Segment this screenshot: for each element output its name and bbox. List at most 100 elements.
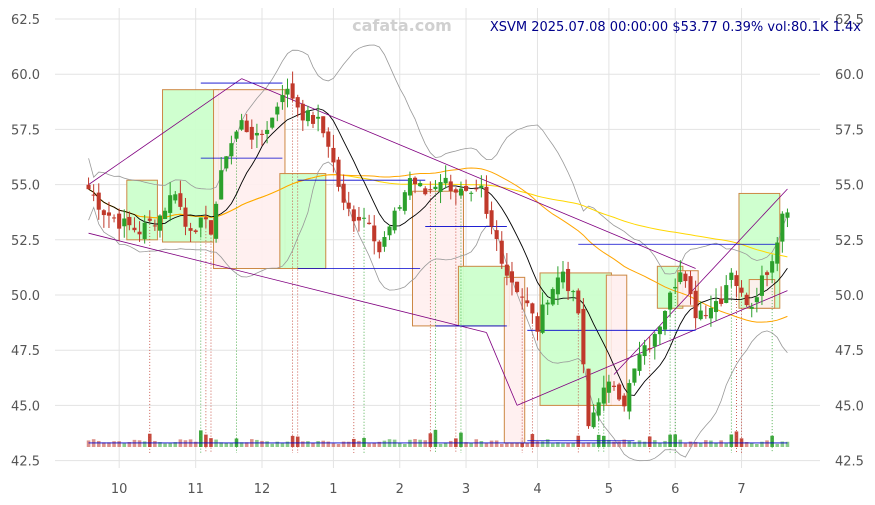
bollinger-lower: [88, 161, 788, 462]
candle-down: [617, 384, 622, 400]
volume-bar: [525, 442, 530, 447]
candle-down: [101, 210, 106, 216]
volume-bar: [96, 440, 101, 447]
volume-bar: [602, 435, 606, 447]
y-tick-label-right: 47.5: [835, 344, 864, 359]
volume-bar: [586, 442, 591, 447]
y-tick-label-left: 62.5: [11, 13, 40, 28]
candle-up: [224, 156, 229, 169]
volume-bar: [704, 440, 708, 447]
y-tick-label-right: 42.5: [835, 455, 864, 470]
candle-up: [382, 237, 387, 247]
candle-up: [229, 143, 234, 157]
volume-bar: [571, 443, 575, 447]
candle-down: [474, 188, 479, 190]
candle-down: [295, 97, 300, 108]
watermark: cafata.com: [352, 16, 452, 35]
volume-bar: [647, 436, 652, 447]
candle-down: [137, 231, 142, 235]
candle-up: [606, 381, 611, 393]
candle-up: [270, 117, 275, 128]
candle-down: [581, 308, 586, 365]
volume-bar: [418, 439, 422, 447]
candle-down: [106, 212, 111, 216]
volume-bar: [433, 429, 438, 447]
candle-down: [91, 194, 96, 196]
candle-down: [132, 227, 137, 231]
bollinger-bands: [88, 44, 788, 462]
y-tick-label-right: 60.0: [835, 68, 864, 83]
x-tick-label: 6: [671, 482, 679, 497]
volume-bar: [346, 441, 351, 447]
volume-bar: [591, 443, 596, 447]
volume-bar: [632, 442, 637, 447]
candle-up: [637, 354, 642, 371]
down-box: [677, 270, 699, 307]
candle-up: [122, 218, 127, 227]
volume-bar: [535, 441, 540, 447]
volume-bar: [341, 441, 346, 447]
volume-bar: [306, 441, 310, 447]
y-tick-label-right: 57.5: [835, 123, 864, 138]
candle-down: [249, 126, 254, 140]
moving-average-mid: [88, 167, 788, 323]
candle-down: [586, 368, 591, 427]
candle-up: [173, 194, 178, 201]
volume-bar: [566, 443, 570, 447]
volume-bar: [556, 442, 560, 447]
down-box: [503, 276, 526, 444]
trend-line: [88, 232, 487, 333]
volume-bar: [612, 441, 616, 447]
volume-bar: [627, 440, 632, 447]
candle-up: [550, 289, 555, 305]
volume-bar: [367, 443, 371, 447]
candle-up: [157, 215, 163, 231]
volume-bar: [357, 440, 361, 447]
candle-up: [713, 301, 719, 313]
candle-down: [244, 120, 249, 133]
candle-up: [392, 210, 397, 231]
candle-up: [275, 106, 280, 115]
volume-bar: [607, 439, 611, 447]
volume-bar: [153, 440, 157, 447]
candle-up: [780, 213, 785, 242]
candle-down: [489, 210, 494, 227]
candle-up: [433, 186, 438, 190]
volume-bar: [658, 442, 662, 447]
volume-bar: [749, 442, 754, 447]
volume-bar: [561, 443, 565, 447]
candle-down: [96, 192, 101, 210]
volume-bar: [540, 441, 545, 447]
volume-bar: [239, 442, 244, 447]
candle-up: [754, 297, 759, 303]
candle-up: [657, 326, 662, 335]
volume-bar: [459, 432, 463, 447]
candle-up: [479, 185, 484, 188]
volume-bar: [270, 443, 274, 447]
x-tick-label: 10: [111, 482, 128, 497]
volume-bar: [775, 443, 780, 447]
candle-down: [356, 216, 361, 221]
candle-down: [535, 316, 540, 332]
volume-bar: [198, 430, 203, 447]
candle-up: [458, 188, 463, 196]
candle-down: [719, 298, 724, 304]
volume-bar: [617, 441, 621, 447]
down-box: [213, 89, 286, 270]
support-resistance-levels: [88, 82, 788, 444]
volume-bar: [653, 440, 657, 447]
candle-up: [652, 334, 657, 347]
candle-up: [668, 292, 673, 310]
candle-down: [203, 217, 208, 220]
candle-up: [729, 272, 734, 280]
volume-bar: [515, 442, 519, 447]
candle-up: [601, 387, 606, 404]
volume-bar: [183, 440, 188, 447]
candle-down: [300, 103, 305, 121]
candle-up: [673, 286, 678, 289]
volume-bar: [377, 441, 382, 447]
bollinger-upper: [88, 44, 788, 275]
candle-up: [418, 183, 423, 187]
candle-down: [448, 181, 453, 192]
trend-lines: [88, 78, 788, 406]
